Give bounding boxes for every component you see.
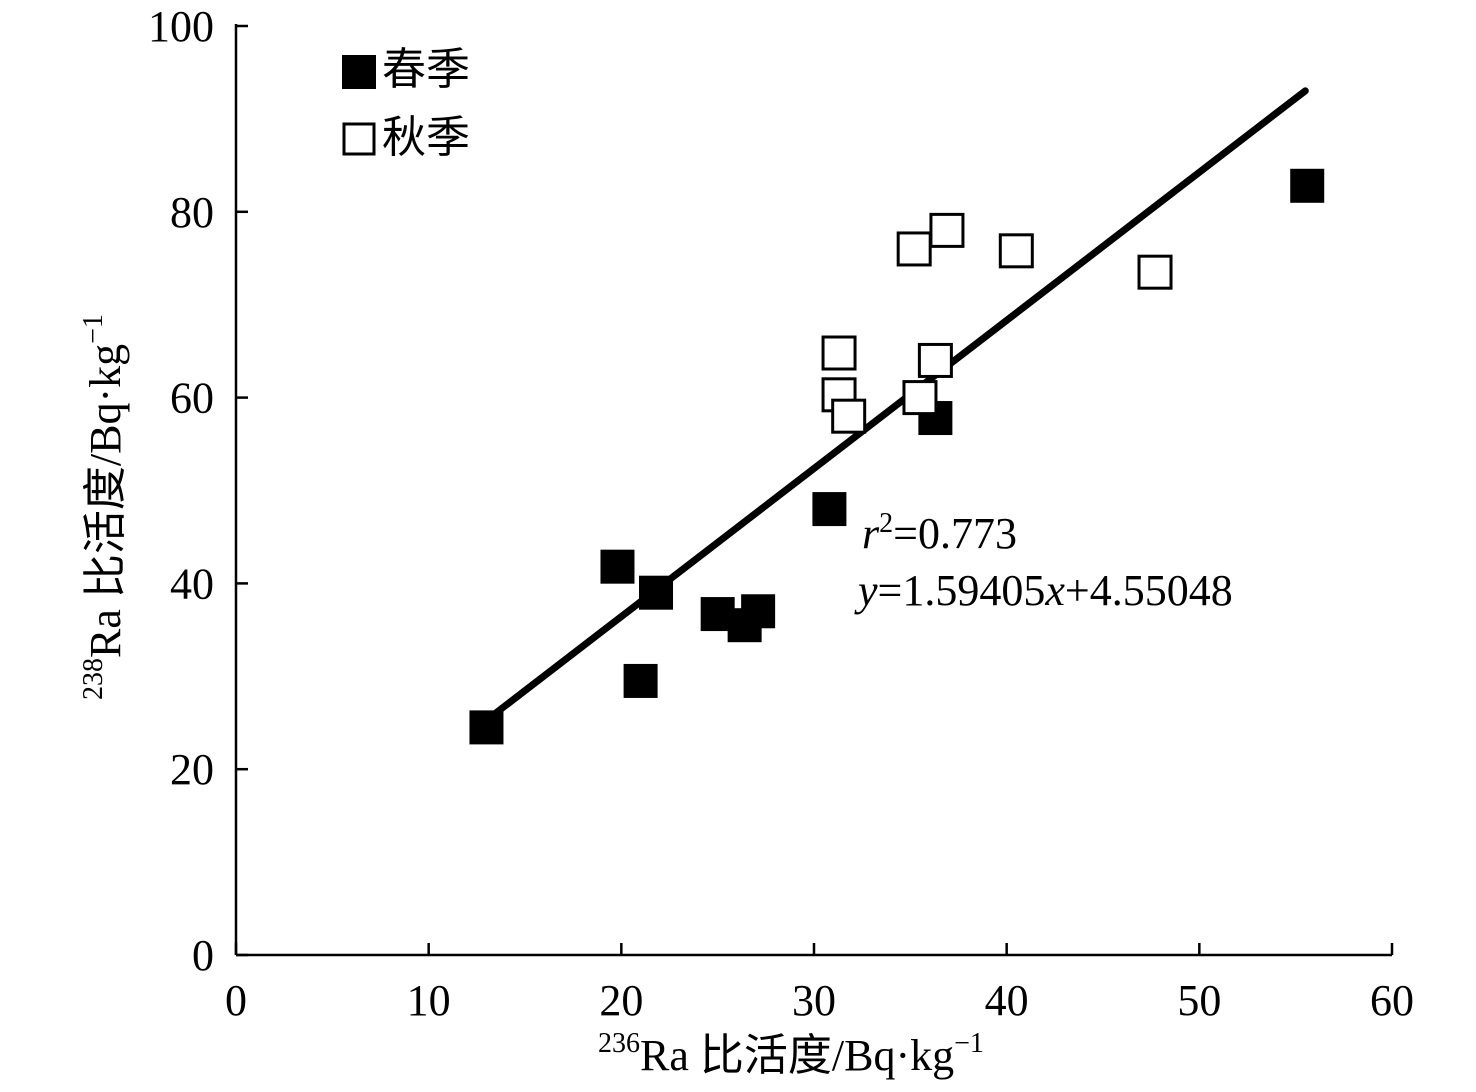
equation-slope: =1.59405 [878, 566, 1046, 615]
data-point-spring [623, 663, 658, 698]
x-axis-isotope-sup: 236 [598, 1028, 640, 1059]
x-tick-label: 60 [1370, 976, 1414, 1025]
legend: 春季 秋季 [342, 45, 470, 162]
x-tick-label: 40 [985, 976, 1029, 1025]
x-axis-unit-sup: −1 [954, 1028, 984, 1059]
data-point-autumn [821, 335, 857, 371]
legend-label-spring: 春季 [382, 45, 470, 94]
trendline-layer [482, 87, 1309, 724]
data-point-autumn [1137, 254, 1173, 290]
legend-label-autumn: 秋季 [382, 113, 470, 162]
r-squared-annotation: r2=0.773 [862, 508, 1017, 558]
x-axis-title: 236Ra 比活度/Bq·kg−1 [598, 1028, 984, 1080]
r-squared-value: =0.773 [893, 509, 1017, 558]
legend-marker-spring [342, 55, 376, 89]
data-point-spring [1290, 168, 1325, 203]
y-tick-label: 60 [170, 374, 214, 423]
data-point-autumn [902, 380, 938, 416]
data-point-autumn [929, 212, 965, 248]
y-axis-title-text: Ra 比活度/Bq·kg [81, 344, 130, 658]
axes-layer: 0 10 20 30 40 50 60 0 20 40 60 80 100 [148, 2, 1414, 1025]
data-point-spring [600, 549, 635, 584]
data-point-spring [639, 575, 674, 610]
x-tick-label: 30 [792, 976, 836, 1025]
equation-intercept: +4.55048 [1065, 566, 1233, 615]
equation-x: x [1044, 566, 1065, 615]
data-point-autumn [998, 233, 1034, 269]
x-axis-title-text: Ra 比活度/Bq·kg [640, 1031, 954, 1080]
points-layer [469, 168, 1325, 745]
y-axis-isotope-sup: 238 [78, 658, 109, 700]
y-tick-label: 0 [192, 931, 214, 980]
x-tick-label: 0 [225, 976, 247, 1025]
data-point-autumn [831, 398, 867, 434]
equation-y: y [854, 566, 878, 615]
data-point-spring [469, 710, 504, 745]
y-axis-unit-sup: −1 [78, 314, 109, 344]
y-tick-label: 20 [170, 745, 214, 794]
data-point-autumn [896, 231, 932, 267]
y-tick-label: 80 [170, 188, 214, 237]
y-tick-label: 40 [170, 559, 214, 608]
data-point-spring [741, 594, 776, 629]
x-tick-label: 50 [1177, 976, 1221, 1025]
r-squared-sup: 2 [879, 508, 893, 539]
x-tick-label: 10 [407, 976, 451, 1025]
y-tick-label: 100 [148, 2, 214, 51]
x-tick-label: 20 [599, 976, 643, 1025]
legend-marker-autumn [342, 122, 376, 156]
data-point-autumn [917, 342, 953, 378]
regression-equation: y=1.59405x+4.55048 [854, 566, 1233, 615]
r-squared-var: r [862, 509, 880, 558]
data-point-spring [812, 492, 847, 527]
trendline [482, 87, 1309, 724]
y-axis-title: 238Ra 比活度/Bq·kg−1 [78, 314, 130, 700]
